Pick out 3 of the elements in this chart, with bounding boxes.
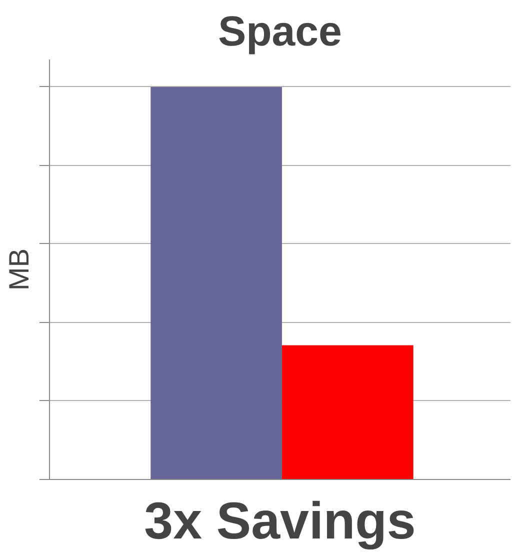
chart-title: Space xyxy=(218,8,342,54)
y-axis-title: MB xyxy=(4,248,34,290)
text: 3x Savings xyxy=(144,492,416,550)
